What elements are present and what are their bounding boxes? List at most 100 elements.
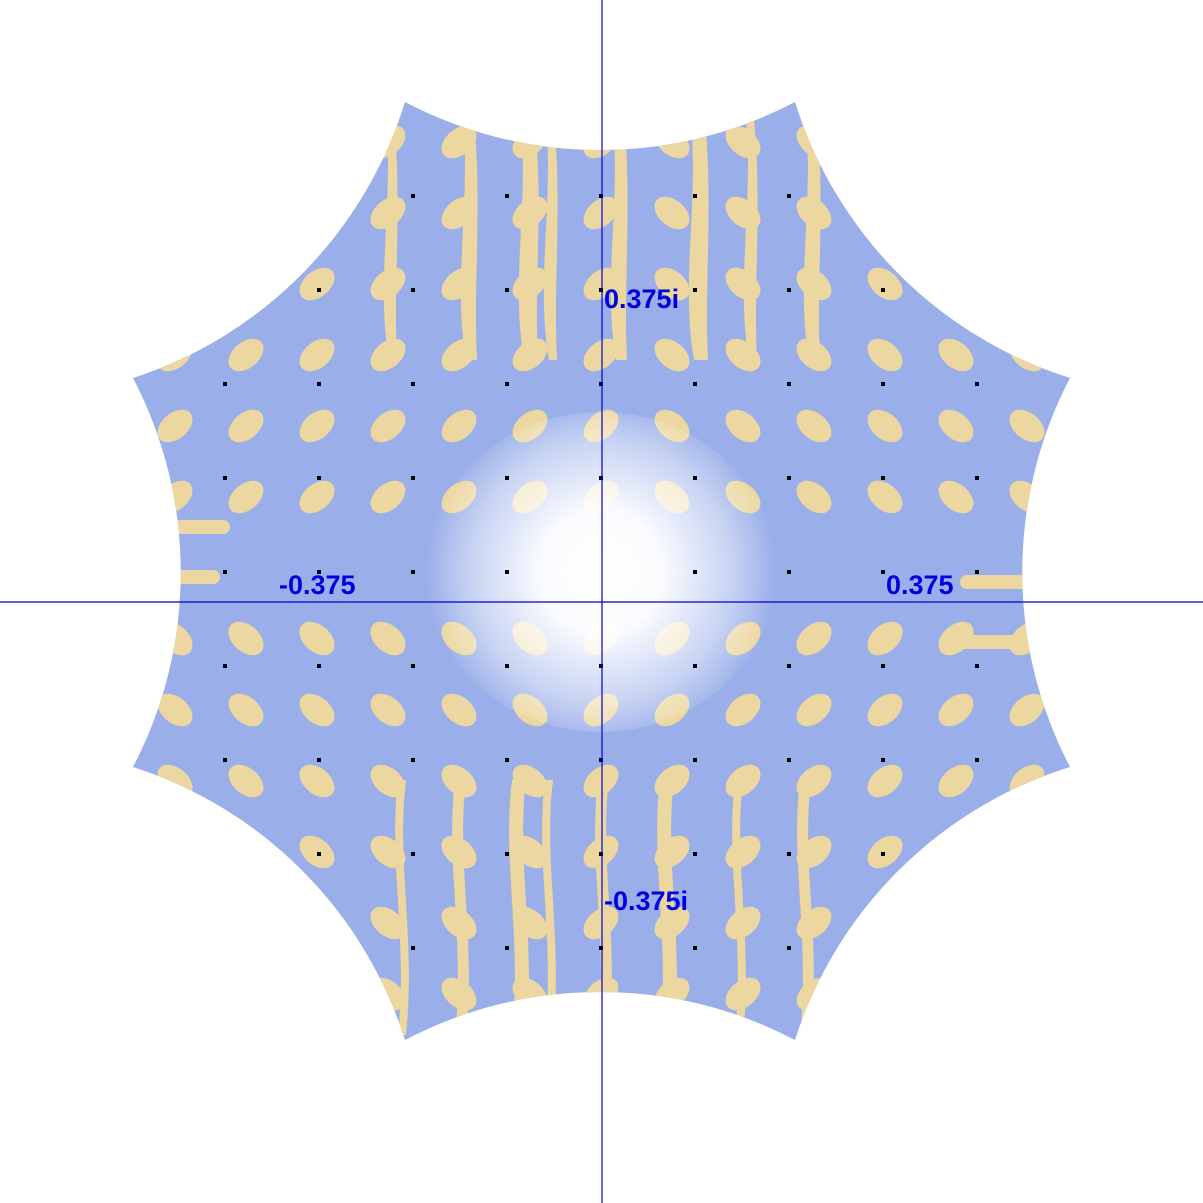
pattern-streak [140,570,220,584]
lattice-marker [505,946,509,950]
pattern-blob [867,480,903,514]
lattice-marker [787,288,791,292]
lattice-marker [975,476,979,480]
pattern-blob [299,196,335,230]
y-negative-label: -0.375i [604,886,688,916]
pattern-blob [1009,835,1045,869]
pattern-blob [370,621,406,655]
pattern-blob [938,125,974,159]
pattern-blob [157,125,193,159]
pattern-blob [867,906,903,940]
lattice-marker [599,194,603,198]
pattern-blob [299,338,335,372]
pattern-blob [938,338,974,372]
pattern-blob [228,977,264,1011]
lattice-marker [505,852,509,856]
lattice-marker [317,288,321,292]
pattern-blob [441,409,477,443]
lattice-marker [693,852,697,856]
lattice-marker [505,382,509,386]
lattice-marker [599,946,603,950]
pattern-blob [654,267,690,301]
lattice-marker [975,758,979,762]
pattern-blob [1009,196,1045,230]
pattern-blob [228,693,264,727]
pattern-blob [938,906,974,940]
lattice-marker [505,476,509,480]
lattice-marker [411,382,415,386]
pattern-blob [938,480,974,514]
pattern-streak [595,780,612,1035]
lattice-marker [505,570,509,574]
lattice-marker [787,946,791,950]
pattern-blob [938,764,974,798]
lattice-marker [599,382,603,386]
pattern-blob [228,338,264,372]
lattice-marker [223,382,227,386]
pattern-blob [299,621,335,655]
pattern-blob [157,835,193,869]
lattice-marker [223,664,227,668]
lattice-marker [881,570,885,574]
pattern-blob [228,480,264,514]
lattice-marker [693,570,697,574]
pattern-blob [867,693,903,727]
pattern-streak [518,110,539,360]
lattice-marker [317,758,321,762]
lattice-marker [787,664,791,668]
lattice-marker [411,288,415,292]
pattern-streak [395,780,409,1035]
pattern-blob [796,621,832,655]
pattern-blob [228,906,264,940]
pattern-streak [383,110,398,360]
pattern-blob [157,267,193,301]
pattern-blob [299,480,335,514]
pattern-blob [299,764,335,798]
pattern-blob [299,409,335,443]
pattern-blob [938,409,974,443]
lattice-marker [787,852,791,856]
pattern-blob [228,196,264,230]
pattern-blob [938,835,974,869]
lattice-marker [693,288,697,292]
pattern-blob [299,906,335,940]
lattice-marker [411,476,415,480]
pattern-streak [657,780,677,1035]
lattice-marker [975,570,979,574]
pattern-streak [543,110,558,360]
pattern-blob [228,409,264,443]
lattice-marker [693,476,697,480]
pattern-blob [1009,977,1045,1011]
lattice-marker [881,852,885,856]
pattern-blob [938,267,974,301]
pattern-blob [157,906,193,940]
lattice-marker [787,382,791,386]
pattern-blob [228,764,264,798]
lattice-marker [317,664,321,668]
pattern-blob [725,693,761,727]
pattern-streak [452,780,469,1035]
pattern-blob [157,196,193,230]
lattice-marker [599,476,603,480]
pattern-blob [299,267,335,301]
lattice-marker [505,758,509,762]
lattice-marker [693,194,697,198]
pattern-streak [960,575,1040,589]
pattern-blob [938,977,974,1011]
lattice-marker [693,382,697,386]
pattern-blob [157,977,193,1011]
pattern-blob [867,267,903,301]
pattern-blob [370,764,406,798]
x-negative-label: -0.375 [279,570,356,600]
lattice-marker [693,664,697,668]
lattice-marker [599,288,603,292]
pattern-blob [228,125,264,159]
lattice-marker [317,476,321,480]
y-positive-label: 0.375i [604,284,679,314]
pattern-streak [732,780,746,1035]
lattice-marker [411,946,415,950]
pattern-blob [867,621,903,655]
lattice-marker [411,194,415,198]
